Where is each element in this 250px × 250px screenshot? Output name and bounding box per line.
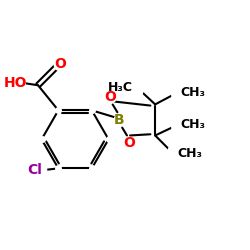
Text: Cl: Cl [28,163,42,177]
Text: H₃C: H₃C [108,82,133,94]
Text: O: O [54,57,66,71]
Text: HO: HO [4,76,27,90]
Text: CH₃: CH₃ [177,147,202,160]
Text: CH₃: CH₃ [181,86,206,99]
Text: B: B [114,113,124,127]
Text: O: O [123,136,135,150]
Text: CH₃: CH₃ [181,118,206,132]
Text: O: O [104,90,116,104]
